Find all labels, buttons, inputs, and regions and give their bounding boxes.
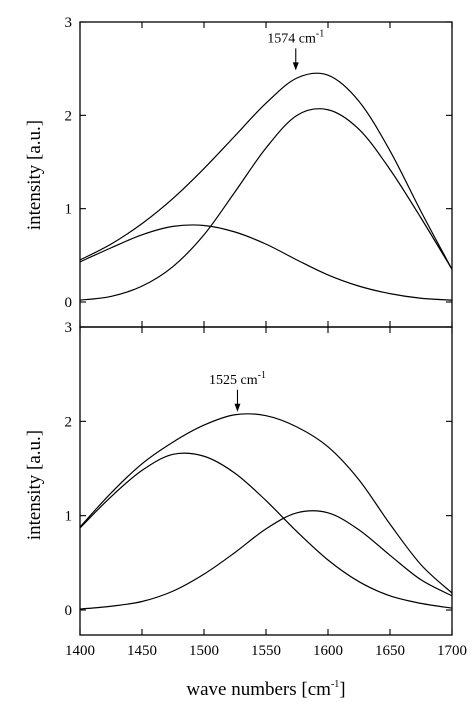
bottom-y-axis: 0 1 2 3 (65, 320, 452, 619)
bottom-y-axis-label: intensity [a.u.] (24, 430, 45, 540)
x-tick-label: 1500 (189, 643, 219, 659)
x-axis-label: wave numbers [cm-1] (186, 679, 345, 700)
top-y-tick-label: 0 (65, 295, 73, 311)
top-peak-annotation: 1574 cm-1 (267, 28, 324, 71)
bot-series-1-line (79, 413, 453, 594)
x-tick-label: 1600 (313, 643, 343, 659)
top-panel: 0 1 2 3 1574 cm-1 intensity [a.u.] (24, 15, 453, 328)
bottom-panel: 0 1 2 3 1400 1450 1500 1550 1600 1650 1700 1525 c… (24, 320, 467, 700)
bottom-peak-label: 1525 cm-1 (209, 370, 266, 388)
bottom-x-axis: 1400 1450 1500 1550 1600 1650 1700 (65, 327, 467, 659)
x-tick-label: 1400 (65, 643, 95, 659)
bot-y-tick-label: 1 (65, 509, 73, 525)
x-tick-label: 1550 (251, 643, 281, 659)
x-tick-label: 1450 (127, 643, 157, 659)
top-curves (79, 72, 453, 301)
bot-y-tick-label: 3 (65, 320, 73, 336)
bottom-peak-annotation: 1525 cm-1 (209, 370, 266, 412)
bottom-plot-frame (79, 326, 453, 636)
top-peak-label: 1574 cm-1 (267, 28, 324, 46)
top-y-tick-label: 3 (65, 15, 73, 31)
bottom-peak-arrowhead (234, 403, 241, 412)
top-y-axis-label: intensity [a.u.] (24, 120, 45, 230)
x-tick-label: 1700 (437, 643, 467, 659)
top-peak-arrowhead (292, 62, 299, 71)
top-series-1-line (79, 72, 453, 270)
top-series-2-line (79, 108, 453, 301)
top-y-axis: 0 1 2 3 (65, 15, 453, 327)
top-plot-frame (79, 21, 453, 328)
top-y-tick-label: 1 (65, 202, 73, 218)
top-y-tick-label: 2 (65, 108, 73, 124)
bot-series-2-line (79, 452, 453, 609)
bot-y-tick-label: 0 (65, 603, 73, 619)
bot-series-3-line (79, 510, 453, 610)
bottom-curves (79, 413, 453, 610)
bot-y-tick-label: 2 (65, 414, 73, 430)
top-series-3-line (79, 224, 453, 301)
x-tick-label: 1650 (375, 643, 405, 659)
